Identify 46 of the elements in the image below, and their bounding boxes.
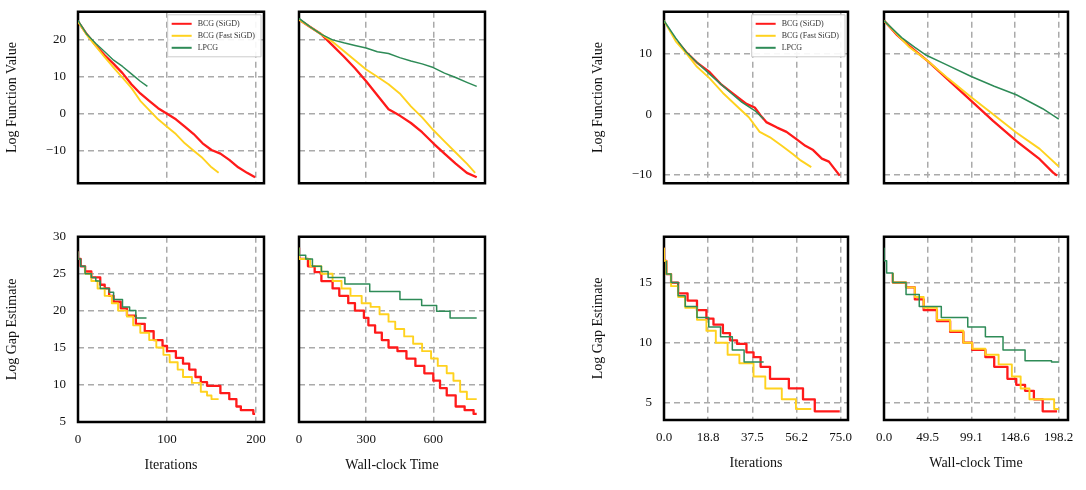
x-tick-label: 300 [356, 431, 376, 447]
x-axis-title: Iterations [144, 457, 198, 473]
y-tick-label: 10 [53, 68, 66, 84]
y-tick-label: 10 [639, 44, 652, 60]
legend-label: BCG (SiGD) [197, 18, 240, 28]
y-axis-title: Log Gap Estimate [4, 278, 20, 381]
y-axis-title: Log Function Value [590, 42, 606, 153]
x-tick-label: 0 [74, 431, 82, 447]
x-tick-label: 99.1 [960, 429, 983, 445]
y-tick-label: 0 [645, 105, 652, 121]
y-tick-label: 15 [639, 273, 652, 289]
x-tick-label: 18.8 [696, 429, 720, 445]
x-tick-label: 200 [246, 431, 266, 447]
x-tick-label: 56.2 [785, 429, 808, 445]
y-axis-title: Log Gap Estimate [590, 277, 606, 380]
y-tick-label: 15 [53, 338, 66, 354]
x-axis-title: Iterations [729, 455, 783, 471]
legend-label: LPCG [781, 42, 803, 52]
y-tick-label: 20 [53, 31, 66, 47]
x-tick-label: 0 [295, 431, 303, 447]
y-tick-label: 30 [53, 228, 66, 244]
y-tick-label: 5 [645, 394, 652, 410]
y-axis-title: Log Function Value [4, 42, 20, 153]
x-tick-label: 148.6 [1000, 429, 1031, 445]
y-tick-label: 10 [53, 375, 66, 391]
legend-label: BCG (SiGD) [781, 18, 824, 28]
x-tick-label: 0.0 [655, 429, 673, 445]
y-tick-label: 5 [59, 412, 66, 428]
y-tick-label: 0 [59, 105, 66, 121]
y-tick-label: 10 [639, 334, 652, 350]
legend-label: LPCG [197, 42, 219, 52]
x-tick-label: 0.0 [875, 429, 893, 445]
x-axis-title: Wall-clock Time [345, 457, 439, 473]
x-tick-label: 49.5 [916, 429, 940, 445]
legend-label: BCG (Fast SiGD) [781, 30, 840, 40]
x-tick-label: 37.5 [740, 429, 764, 445]
y-tick-label: −10 [45, 142, 66, 158]
y-tick-label: −10 [631, 166, 652, 182]
x-tick-label: 198.2 [1044, 429, 1074, 445]
x-axis-title: Wall-clock Time [929, 455, 1023, 471]
legend-label: BCG (Fast SiGD) [197, 30, 256, 40]
y-tick-label: 20 [53, 302, 66, 318]
x-tick-label: 75.0 [829, 429, 853, 445]
x-tick-label: 600 [423, 431, 444, 447]
x-tick-label: 100 [157, 431, 177, 447]
y-tick-label: 25 [53, 265, 66, 281]
